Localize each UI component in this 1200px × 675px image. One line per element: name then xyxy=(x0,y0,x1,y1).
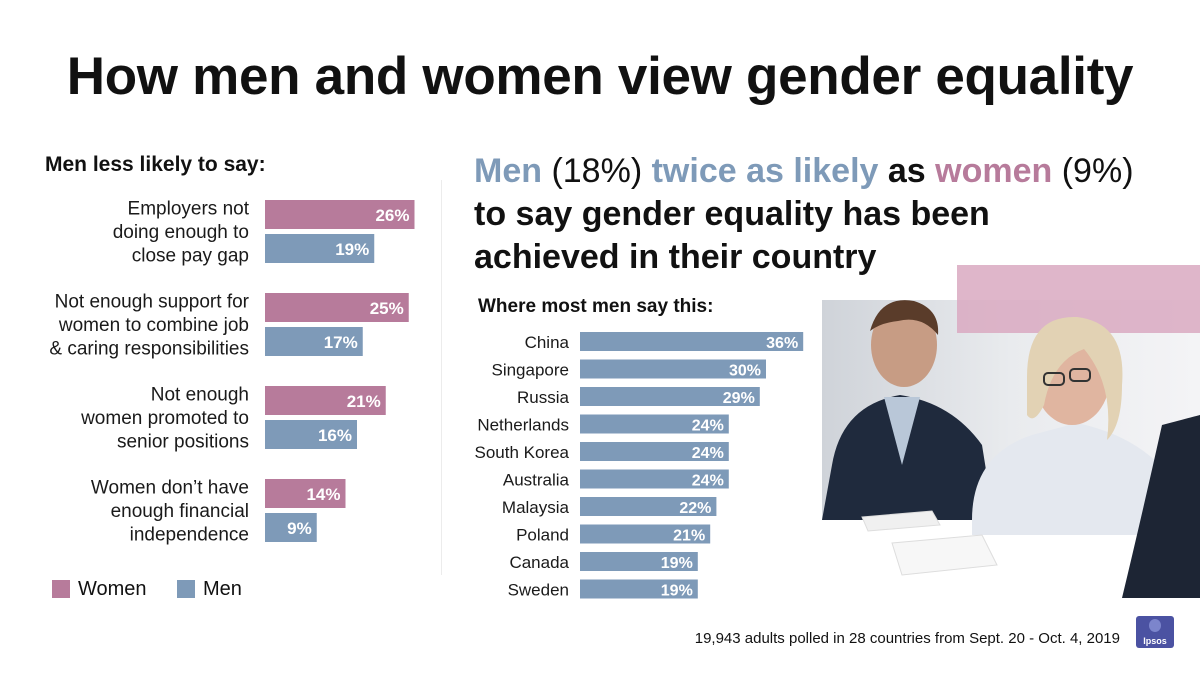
data-label: 19% xyxy=(661,583,693,600)
data-label: 16% xyxy=(318,426,352,445)
right-chart-heading: Where most men say this: xyxy=(478,296,714,317)
country-label: Canada xyxy=(509,553,569,572)
bar-men xyxy=(265,327,363,356)
country-label: Netherlands xyxy=(477,416,569,435)
data-label: 19% xyxy=(335,240,369,259)
legend-women-label: Women xyxy=(78,578,147,600)
data-label: 29% xyxy=(723,390,755,407)
bar-men xyxy=(580,442,729,461)
category-label: & caring responsibilities xyxy=(49,339,249,360)
category-label: women to combine job xyxy=(58,315,249,336)
data-label: 21% xyxy=(673,528,705,545)
left-chart-heading: Men less likely to say: xyxy=(45,153,266,176)
headline-men: Men xyxy=(474,152,542,190)
woman-figure xyxy=(972,316,1174,535)
bar-men xyxy=(265,234,375,263)
data-label: 26% xyxy=(375,206,409,225)
bar-men xyxy=(580,332,804,351)
country-label: China xyxy=(525,333,570,352)
data-label: 25% xyxy=(370,299,404,318)
data-label: 24% xyxy=(692,418,724,435)
bar-men xyxy=(580,469,729,489)
category-label: close pay gap xyxy=(132,246,249,267)
bar-men xyxy=(580,497,717,516)
bar-men xyxy=(580,579,698,599)
bar-men xyxy=(265,513,317,542)
headline-rest: to say gender equality has been achieved… xyxy=(474,195,990,276)
category-label: Women don’t have xyxy=(91,478,249,499)
data-label: 22% xyxy=(679,500,711,517)
logo-mark xyxy=(1149,619,1161,632)
category-label: independence xyxy=(130,525,249,546)
country-label: Australia xyxy=(503,471,570,490)
logo-text: Ipsos xyxy=(1143,636,1167,646)
data-label: 30% xyxy=(729,363,761,380)
meeting-photo xyxy=(822,265,1200,598)
bar-men xyxy=(580,414,729,434)
legend-women-swatch xyxy=(52,580,70,598)
headline-men-pct: (18%) xyxy=(551,152,643,190)
category-label: Employers not xyxy=(128,199,250,220)
ipsos-logo: Ipsos xyxy=(1136,616,1174,648)
data-label: 14% xyxy=(306,485,340,504)
country-label: Singapore xyxy=(491,361,569,380)
bar-women xyxy=(265,386,386,415)
headline-twice: twice as likely xyxy=(651,152,879,190)
bar-men xyxy=(580,387,760,406)
data-label: 9% xyxy=(287,519,312,538)
category-label: enough financial xyxy=(111,501,249,522)
legend-men-label: Men xyxy=(203,578,242,600)
country-label: Russia xyxy=(517,388,570,407)
bar-men xyxy=(265,420,357,449)
bar-women xyxy=(265,479,346,508)
country-label: South Korea xyxy=(474,443,569,462)
page-title: How men and women view gender equality xyxy=(66,47,1134,106)
bar-women xyxy=(265,200,415,229)
bar-men xyxy=(580,524,711,544)
category-label: Not enough xyxy=(151,385,249,406)
category-label: Not enough support for xyxy=(55,292,250,313)
country-label: Sweden xyxy=(508,581,569,600)
papers xyxy=(861,510,998,576)
data-label: 17% xyxy=(324,333,358,352)
bar-men xyxy=(580,552,698,571)
headline-women: women xyxy=(935,152,1053,190)
category-label: doing enough to xyxy=(113,222,249,243)
headline: Men (18%) twice as likely as women (9%) … xyxy=(474,150,1134,279)
bar-women xyxy=(265,293,409,322)
footnote: 19,943 adults polled in 28 countries fro… xyxy=(694,630,1120,647)
country-bar-chart: China 36% Singapore 30% Russia 29% Netherlands… xyxy=(474,332,804,600)
data-label: 24% xyxy=(692,473,724,490)
foreground-person xyxy=(1122,415,1200,598)
country-label: Malaysia xyxy=(502,498,570,517)
legend-men-swatch xyxy=(177,580,195,598)
legend-men: Men xyxy=(177,578,242,601)
category-label: senior positions xyxy=(117,432,249,453)
category-label: women promoted to xyxy=(80,408,249,429)
data-label: 21% xyxy=(347,392,381,411)
legend-women: Women xyxy=(52,578,147,601)
divider xyxy=(441,180,442,575)
man-figure xyxy=(822,300,994,520)
data-label: 19% xyxy=(661,555,693,572)
headline-women-pct: (9%) xyxy=(1061,152,1134,190)
country-label: Poland xyxy=(516,526,569,545)
data-label: 24% xyxy=(692,445,724,462)
bar-men xyxy=(580,359,766,379)
headline-as: as xyxy=(887,152,926,190)
data-label: 36% xyxy=(766,335,798,352)
